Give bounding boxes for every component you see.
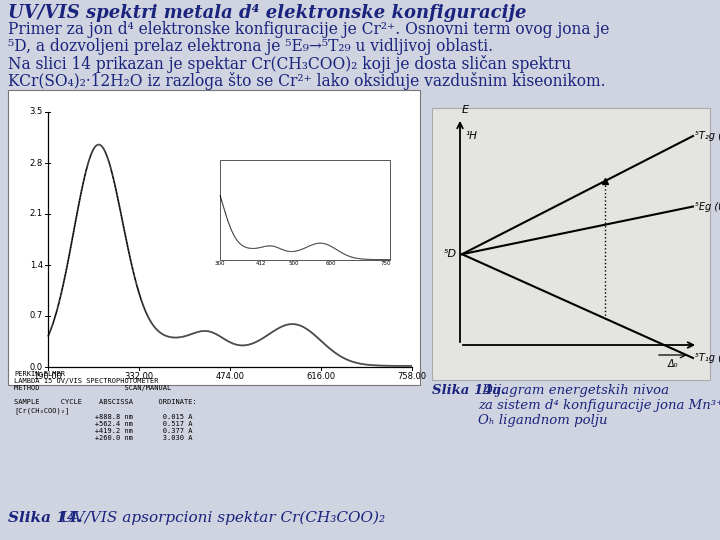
Text: 1.4: 1.4: [30, 260, 43, 269]
Text: +260.0 nm       3.030 A: +260.0 nm 3.030 A: [14, 435, 192, 441]
Text: ¹H: ¹H: [465, 131, 477, 141]
Text: 2.8: 2.8: [30, 159, 43, 167]
Text: 616.00: 616.00: [307, 372, 336, 381]
Text: ⁵D, a dozvoljeni prelaz elektrona je ⁵E₉→⁵T₂₉ u vidljivoj oblasti.: ⁵D, a dozvoljeni prelaz elektrona je ⁵E₉…: [8, 38, 493, 55]
Text: Dijagram energetskih nivoa
za sistem d⁴ konfiguracije jona Mn³⁺ u
Oₕ ligandnom p: Dijagram energetskih nivoa za sistem d⁴ …: [478, 384, 720, 427]
Text: 300: 300: [215, 261, 225, 266]
Text: ⁵D: ⁵D: [444, 249, 457, 259]
Text: SAMPLE     CYCLE    ABSCISSA      ORDINATE:: SAMPLE CYCLE ABSCISSA ORDINATE:: [14, 399, 197, 405]
Text: KCr(SO₄)₂·12H₂O iz razloga što se Cr²⁺ lako oksiduje vazdušnim kiseonikom.: KCr(SO₄)₂·12H₂O iz razloga što se Cr²⁺ l…: [8, 72, 606, 90]
Text: Δ₀: Δ₀: [667, 359, 678, 369]
Text: ⁵T₂g (t₂g²eₕ²): ⁵T₂g (t₂g²eₕ²): [695, 131, 720, 141]
Text: Na slici 14 prikazan je spektar Cr(CH₃COO)₂ koji je dosta sličan spektru: Na slici 14 prikazan je spektar Cr(CH₃CO…: [8, 55, 571, 73]
Text: 0.0: 0.0: [30, 362, 43, 372]
Text: E: E: [462, 105, 469, 115]
Text: 758.00: 758.00: [397, 372, 426, 381]
Text: +562.4 nm       0.517 A: +562.4 nm 0.517 A: [14, 421, 192, 427]
Text: [Cr(CH₃COO)₂]: [Cr(CH₃COO)₂]: [14, 407, 69, 414]
Text: 3.5: 3.5: [30, 107, 43, 117]
Text: Primer za jon d⁴ elektronske konfiguracije je Cr²⁺. Osnovni term ovog jona je: Primer za jon d⁴ elektronske konfiguraci…: [8, 21, 609, 38]
Text: Slika 14.: Slika 14.: [8, 511, 83, 525]
Text: +888.8 nm       0.015 A: +888.8 nm 0.015 A: [14, 414, 192, 420]
Bar: [432, 108, 710, 380]
Text: 500: 500: [289, 261, 300, 266]
Text: 190.00: 190.00: [34, 372, 63, 381]
Text: 412: 412: [256, 261, 266, 266]
Bar: [8, 90, 420, 385]
Text: UV/VIS apsorpcioni spektar Cr(CH₃COO)₂: UV/VIS apsorpcioni spektar Cr(CH₃COO)₂: [56, 511, 385, 525]
Bar: [220, 160, 390, 260]
Text: ⁵T₁g (t₂g⁴): ⁵T₁g (t₂g⁴): [695, 353, 720, 363]
Text: 0.7: 0.7: [30, 312, 43, 321]
Text: PERKIN-ELMER
LAMBDA 15 UV/VIS SPECTROPHOTOMETER
METHOD                    SCAN/M: PERKIN-ELMER LAMBDA 15 UV/VIS SPECTROPHO…: [14, 371, 171, 391]
Text: 2.1: 2.1: [30, 210, 43, 219]
Text: Slika 14a.: Slika 14a.: [432, 384, 505, 397]
Text: 750: 750: [381, 261, 392, 266]
Text: ⁵Eg (t₂g³eₕ¹): ⁵Eg (t₂g³eₕ¹): [695, 201, 720, 212]
Text: 474.00: 474.00: [215, 372, 245, 381]
Text: +419.2 nm       0.377 A: +419.2 nm 0.377 A: [14, 428, 192, 434]
Text: UV/VIS spektri metala d⁴ elektronske konfiguracije: UV/VIS spektri metala d⁴ elektronske kon…: [8, 4, 526, 22]
Text: 600: 600: [325, 261, 336, 266]
Text: 332.00: 332.00: [125, 372, 153, 381]
